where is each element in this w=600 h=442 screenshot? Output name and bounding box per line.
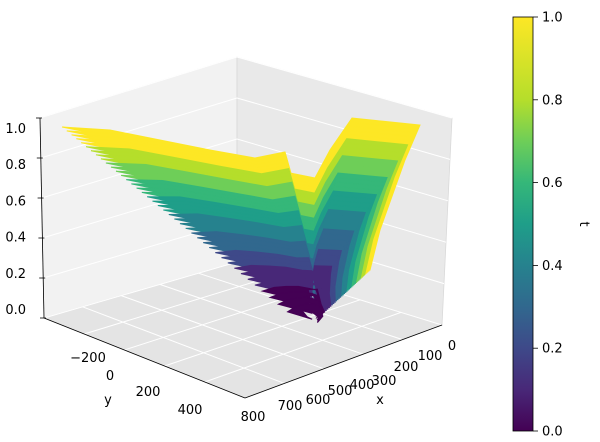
- colorbar-tick-label: 0.4: [542, 259, 563, 274]
- colorbar-tick-label: 0.0: [542, 425, 563, 440]
- grid-line: [204, 311, 402, 383]
- colorbar-label: t: [576, 221, 591, 226]
- x-tick-label: 600: [306, 393, 331, 408]
- x-tick-label: 300: [372, 374, 397, 389]
- colorbar-tick-label: 0.6: [542, 176, 563, 191]
- x-tick-label: 400: [350, 378, 375, 393]
- grid-line: [39, 56, 238, 119]
- y-tick-label: 0: [106, 369, 114, 384]
- surface: [61, 117, 421, 323]
- tick-labels: 0.00.20.40.60.81.0−200020040010020030040…: [5, 117, 456, 425]
- y-axis-label: y: [104, 393, 112, 408]
- colorbar-tick-label: 0.8: [542, 93, 563, 108]
- x-axis-line: [244, 324, 443, 399]
- grid-line: [82, 306, 285, 384]
- y-tick-label: −200: [70, 351, 106, 366]
- z-tick-label: 0.8: [5, 158, 26, 173]
- grid-line: [164, 299, 361, 367]
- y-tick-label: 400: [178, 403, 203, 418]
- x-tick-label: 700: [278, 399, 303, 414]
- x-tick-label: 100: [418, 349, 443, 364]
- colorbar: 0.0 0.2 0.4 0.6 0.8 1.0 t: [512, 11, 591, 440]
- x-tick-label: 200: [394, 360, 419, 375]
- colorbar-gradient: [512, 16, 534, 432]
- z-tick-label: 0.2: [5, 267, 26, 282]
- colorbar-tick-label: 0.2: [542, 342, 563, 357]
- grid-line: [40, 97, 238, 159]
- colorbar-tick-label: 1.0: [542, 11, 563, 26]
- z-axis-line: [39, 117, 45, 319]
- grid-line: [84, 274, 279, 335]
- grid-line: [121, 295, 324, 370]
- x-axis-label: x: [376, 393, 384, 408]
- z-tick-label: 0.0: [5, 303, 26, 318]
- x-tick-label: 500: [328, 384, 353, 399]
- z-tick-label: 1.0: [5, 122, 26, 137]
- grid-line: [159, 283, 364, 355]
- grid-line: [43, 261, 238, 319]
- y-tick-label: 200: [136, 385, 161, 400]
- y-axis-line: [43, 317, 246, 399]
- z-tick-label: 0.6: [5, 194, 26, 209]
- surface-band: [286, 303, 324, 323]
- z-tick-label: 0.4: [5, 231, 26, 246]
- x-tick-label: 800: [241, 410, 266, 425]
- colorbar-ticks: 0.0 0.2 0.4 0.6 0.8 1.0: [533, 11, 563, 440]
- axis-lines: [39, 117, 443, 399]
- grid-line: [236, 97, 451, 160]
- grid-line: [236, 56, 453, 119]
- x-tick-label: 0: [448, 339, 456, 354]
